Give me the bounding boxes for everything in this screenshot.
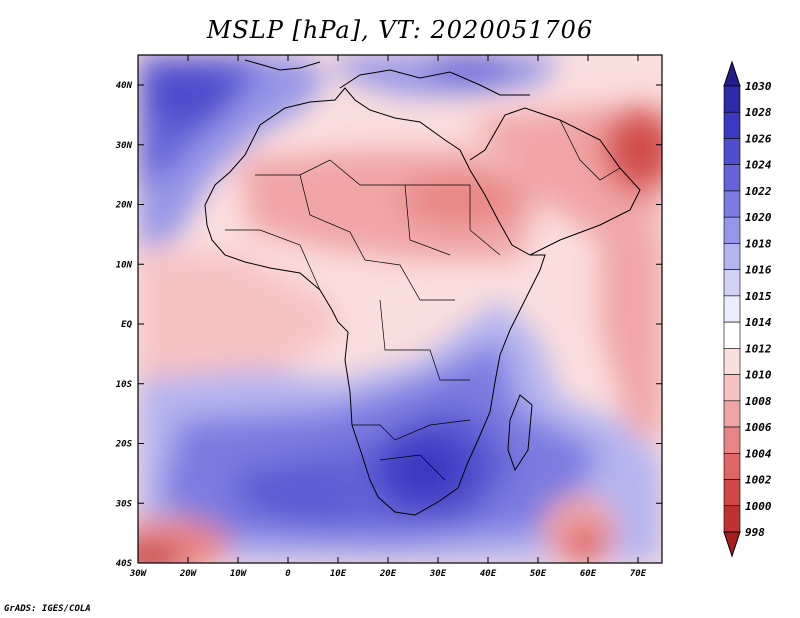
lat-tick-label: 20N bbox=[115, 201, 133, 211]
colorbar-segment bbox=[723, 243, 741, 270]
colorbar-label: 1016 bbox=[745, 264, 772, 277]
lon-tick-label: 60E bbox=[580, 569, 597, 579]
colorbar-segment bbox=[723, 190, 741, 218]
colorbar-label: 1022 bbox=[745, 185, 772, 198]
colorbar-label: 1010 bbox=[745, 369, 772, 382]
colorbar-label: 1020 bbox=[745, 211, 772, 224]
colorbar-segment bbox=[723, 505, 741, 533]
longitude-axis: 30W 20W 10W 0 10E 20E 30E 40E 50E 60E 70E bbox=[129, 55, 647, 579]
colorbar-label: 1004 bbox=[745, 447, 772, 460]
colorbar-top-arrow bbox=[723, 60, 741, 87]
colorbar-label: 1026 bbox=[745, 132, 772, 145]
colorbar-segment bbox=[723, 269, 741, 297]
colorbar-label: 1024 bbox=[745, 159, 772, 172]
colorbar-label: 1002 bbox=[745, 474, 772, 487]
map-title: MSLP [hPa], VT: 2020051706 bbox=[206, 16, 594, 44]
colorbar-segment bbox=[723, 164, 741, 192]
colorbar-segment bbox=[723, 216, 741, 244]
colorbar-segment bbox=[723, 452, 741, 480]
coastlines bbox=[204, 59, 641, 516]
colorbar-segment bbox=[723, 426, 741, 454]
colorbar-label: 1030 bbox=[745, 80, 772, 93]
lat-tick-label: 10S bbox=[116, 380, 133, 390]
lon-tick-label: 70E bbox=[630, 569, 647, 579]
colorbar-segment bbox=[723, 321, 741, 349]
lon-tick-label: 10W bbox=[230, 569, 248, 579]
lat-tick-label: 30S bbox=[115, 499, 133, 509]
lon-tick-label: 20E bbox=[379, 569, 397, 579]
colorbar-segment bbox=[723, 400, 741, 428]
lon-tick-label: 30E bbox=[429, 569, 447, 579]
colorbar-segment bbox=[723, 111, 741, 139]
lon-tick-label: 30W bbox=[129, 569, 148, 579]
colorbar-label: 1006 bbox=[745, 421, 772, 434]
lon-tick-label: 0 bbox=[285, 569, 291, 579]
lat-tick-label: 20S bbox=[115, 440, 133, 450]
colorbar-segment bbox=[723, 85, 741, 113]
colorbar-segment bbox=[723, 374, 741, 402]
colorbar: 1030 1028 1026 1024 1022 1020 1018 1016 1015 1014… bbox=[723, 60, 772, 558]
lon-tick-label: 50E bbox=[530, 569, 547, 579]
credit-text: GrADS: IGES/COLA bbox=[4, 604, 91, 614]
colorbar-segment bbox=[723, 479, 741, 507]
colorbar-segment bbox=[723, 295, 741, 323]
colorbar-label: 998 bbox=[745, 526, 765, 539]
lon-tick-label: 20W bbox=[179, 569, 198, 579]
lon-tick-label: 40E bbox=[480, 569, 497, 579]
lon-tick-label: 10E bbox=[330, 569, 347, 579]
colorbar-label: 1015 bbox=[745, 290, 772, 303]
lat-tick-label: 40S bbox=[116, 559, 133, 569]
colorbar-bottom-arrow bbox=[723, 531, 741, 558]
pressure-field bbox=[138, 55, 662, 563]
lat-tick-label: 30N bbox=[115, 141, 133, 151]
colorbar-label: 1008 bbox=[745, 395, 772, 408]
colorbar-segment bbox=[723, 348, 741, 375]
colorbar-label: 1000 bbox=[745, 500, 772, 513]
colorbar-label: 1012 bbox=[745, 342, 772, 355]
country-borders bbox=[225, 119, 621, 481]
lat-tick-label: 10N bbox=[116, 260, 133, 270]
colorbar-label: 1014 bbox=[745, 316, 772, 329]
lat-tick-label: 40N bbox=[116, 81, 133, 91]
plot-frame bbox=[137, 54, 663, 564]
lat-tick-label: EQ bbox=[121, 320, 132, 330]
colorbar-label: 1018 bbox=[745, 237, 772, 250]
latitude-axis: 40N 30N 20N 10N EQ 10S 20S 30S 40S bbox=[115, 81, 662, 569]
colorbar-segment bbox=[723, 138, 741, 166]
colorbar-label: 1028 bbox=[745, 106, 772, 119]
